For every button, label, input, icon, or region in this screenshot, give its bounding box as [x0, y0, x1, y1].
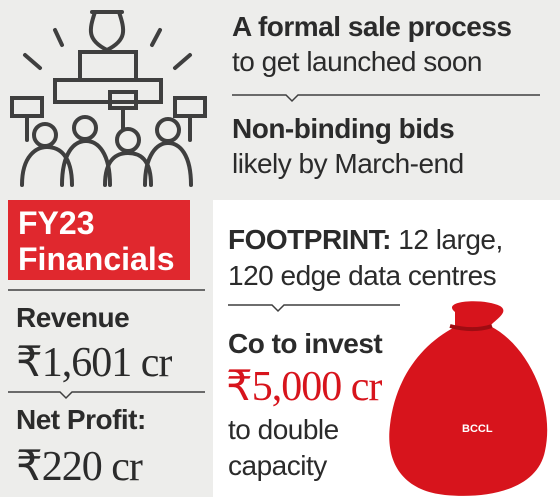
bids-line: Non-binding bids [232, 113, 455, 144]
fy-title: FY23 [18, 205, 95, 241]
header-line: A formal sale process [232, 11, 512, 42]
fy-title: Financials [18, 241, 175, 277]
profit-label: Net Profit: [16, 404, 146, 435]
revenue-value: ₹1,601 cr [16, 340, 172, 386]
bids-line: likely by March-end [232, 148, 464, 179]
invest-label: Co to invest [228, 328, 383, 359]
revenue-label: Revenue [16, 302, 130, 333]
invest-line: to double [228, 414, 339, 445]
footprint-text: 12 large, [391, 224, 503, 255]
header-line: to get launched soon [232, 46, 482, 77]
profit-value: ₹220 cr [16, 444, 143, 490]
footprint-text: 120 edge data centres [228, 260, 497, 291]
red-box [8, 200, 190, 280]
invest-value: ₹5,000 cr [226, 364, 382, 410]
money-bag [389, 301, 548, 496]
dividers [8, 94, 540, 400]
auction-icon [10, 10, 207, 187]
credit: BCCL [462, 423, 493, 435]
footprint-label: FOOTPRINT: [228, 224, 392, 255]
invest-line: capacity [228, 450, 327, 481]
